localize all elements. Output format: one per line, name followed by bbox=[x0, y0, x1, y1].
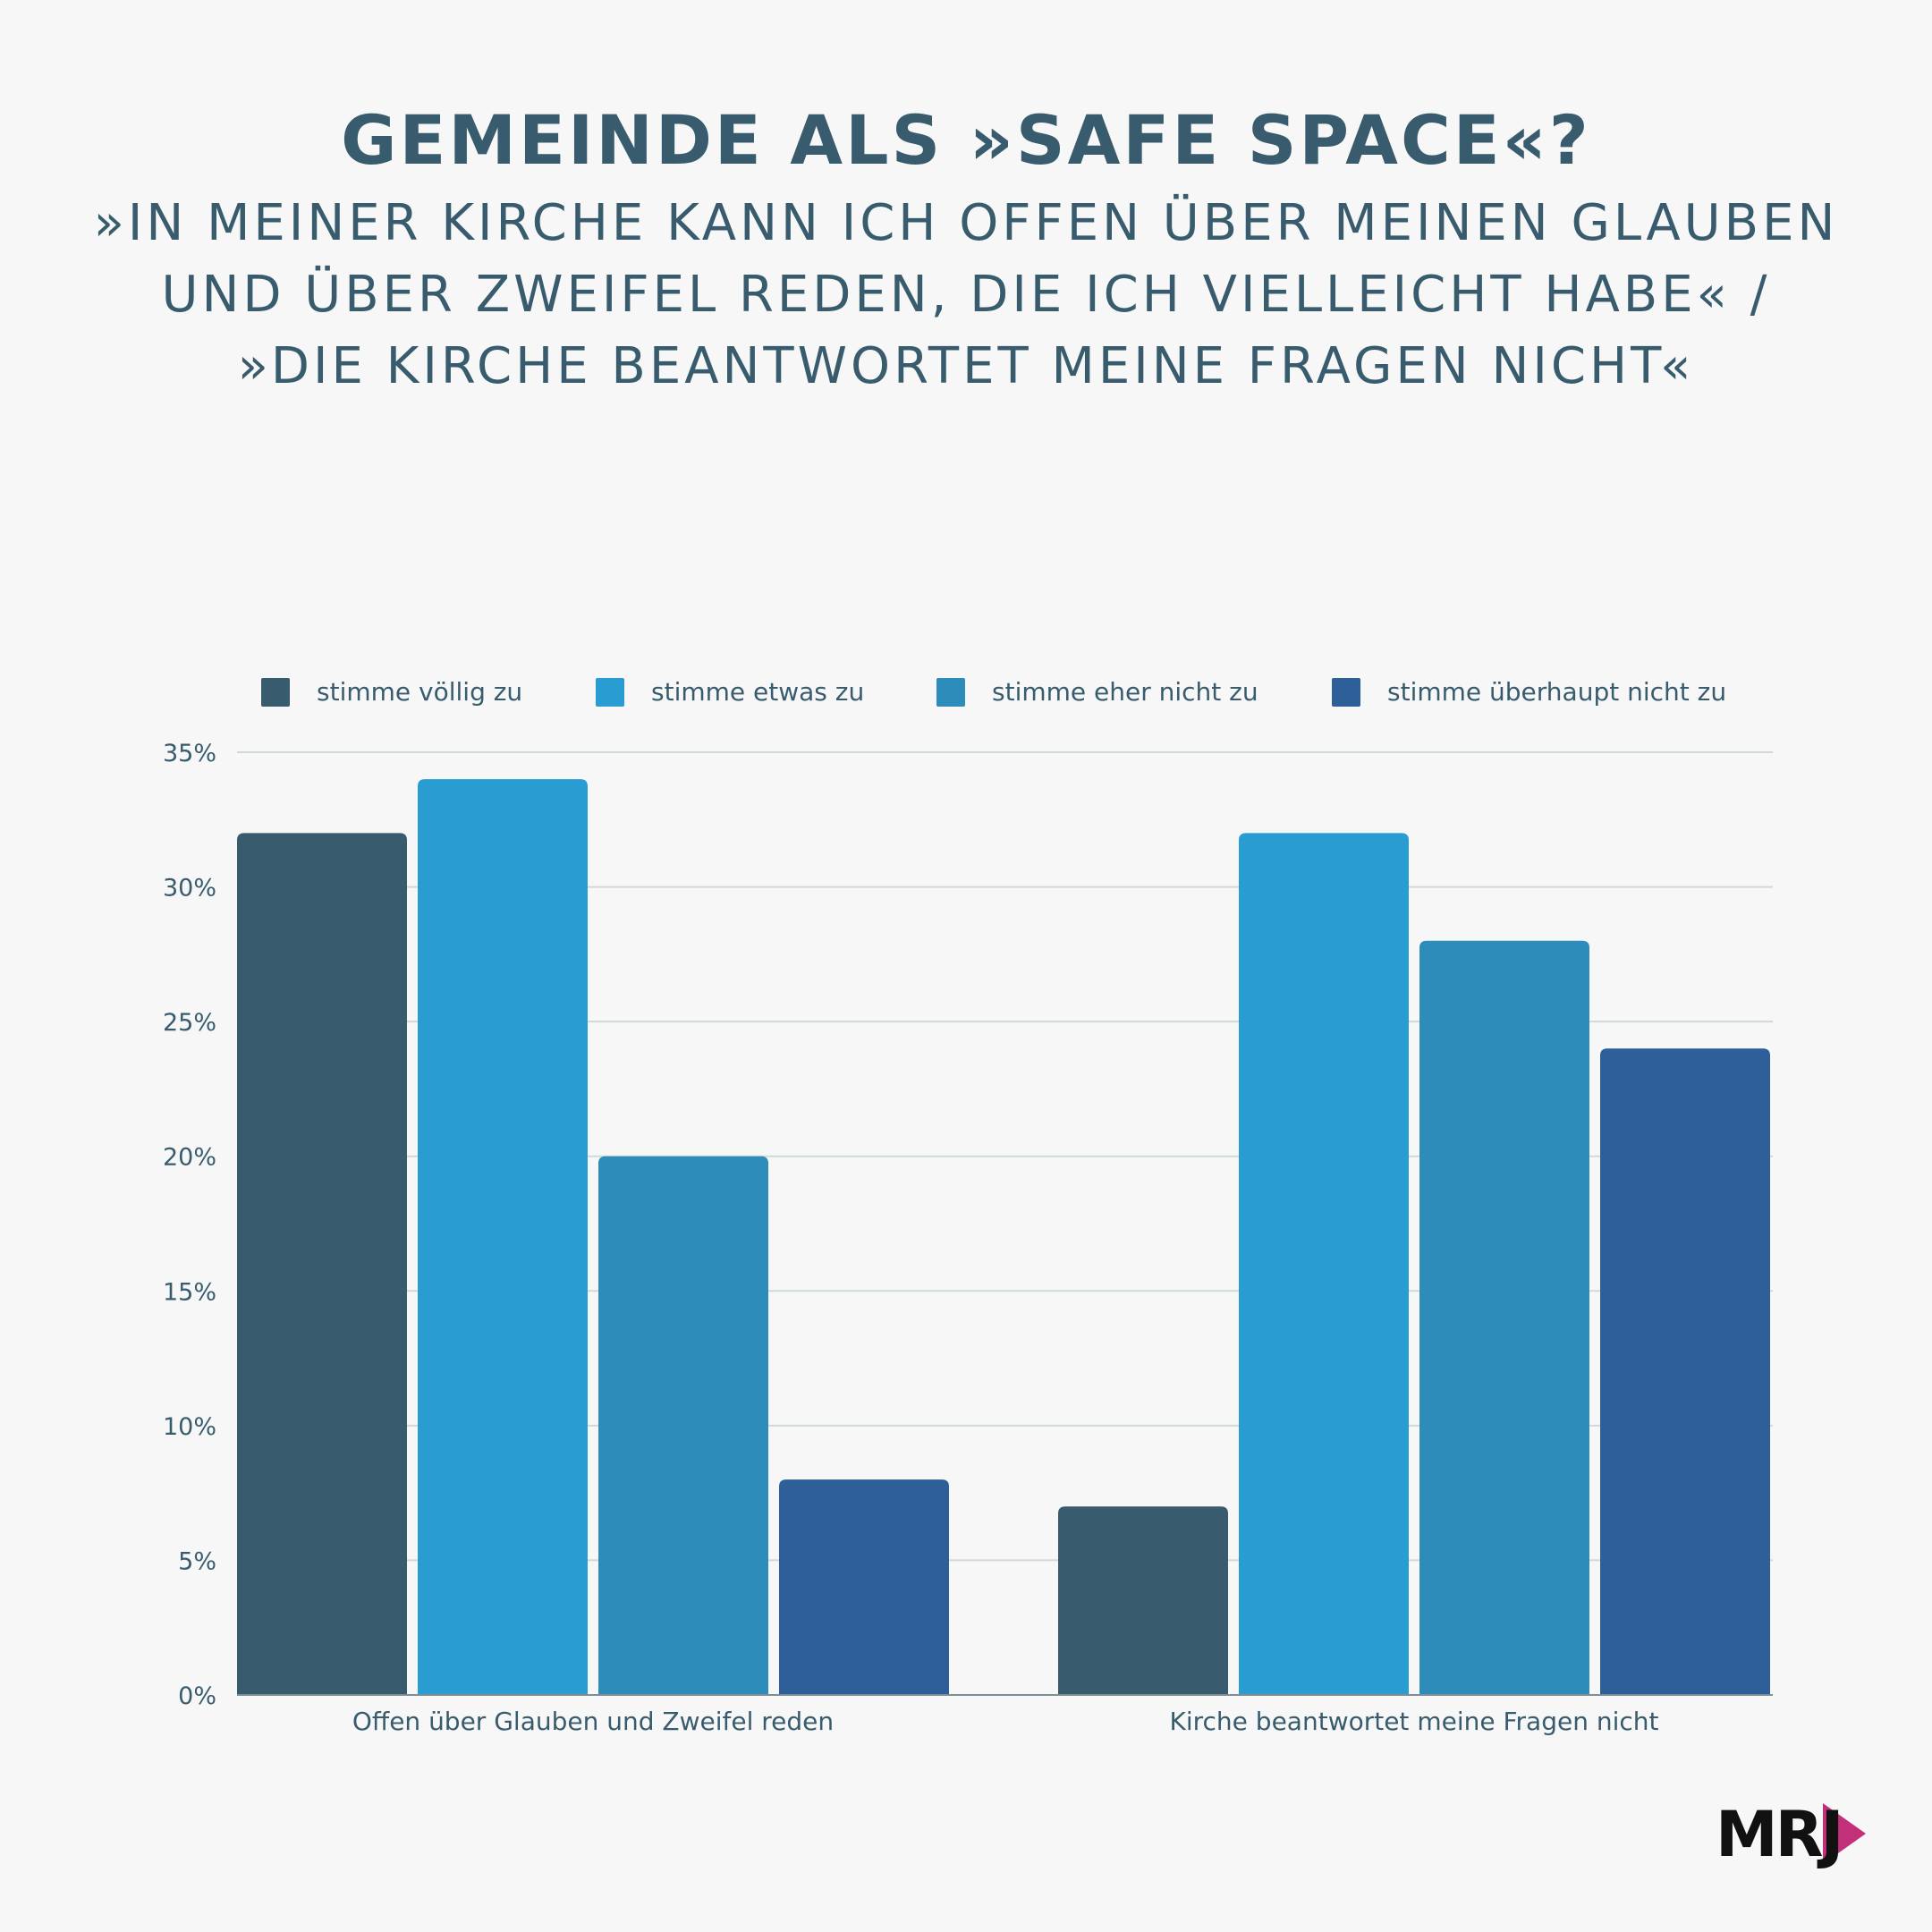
legend-label: stimme völlig zu bbox=[317, 677, 522, 707]
y-tick-label: 5% bbox=[178, 1547, 216, 1575]
logo-play-icon bbox=[1823, 1803, 1866, 1864]
legend-swatch bbox=[261, 678, 290, 707]
x-category-label: Offen über Glauben und Zweifel reden bbox=[352, 1707, 834, 1736]
chart-title: GEMEINDE ALS »SAFE SPACE«? bbox=[341, 100, 1591, 180]
y-tick-label: 10% bbox=[163, 1413, 216, 1441]
legend-label: stimme etwas zu bbox=[651, 677, 864, 707]
bar bbox=[418, 779, 588, 1695]
bar bbox=[1419, 940, 1589, 1695]
legend-swatch bbox=[596, 678, 624, 707]
mrj-logo: MRJ bbox=[1716, 1798, 1868, 1871]
legend-swatch bbox=[936, 678, 965, 707]
bar bbox=[779, 1479, 949, 1695]
bar bbox=[1600, 1048, 1770, 1695]
x-category-label: Kirche beantwortet meine Fragen nicht bbox=[1170, 1707, 1659, 1736]
chart-subtitle: »IN MEINER KIRCHE KANN ICH OFFEN ÜBER ME… bbox=[93, 194, 1839, 395]
bar bbox=[1239, 833, 1409, 1695]
y-tick-label: 15% bbox=[163, 1278, 216, 1306]
y-tick-label: 20% bbox=[163, 1144, 216, 1172]
legend-label: stimme eher nicht zu bbox=[992, 677, 1258, 707]
logo-text: MRJ bbox=[1716, 1798, 1844, 1871]
legend-swatch bbox=[1332, 678, 1360, 707]
y-tick-label: 0% bbox=[178, 1682, 216, 1710]
bar bbox=[237, 833, 407, 1695]
bar bbox=[598, 1156, 768, 1695]
y-tick-label: 25% bbox=[163, 1009, 216, 1037]
bar bbox=[1058, 1506, 1228, 1695]
y-tick-label: 30% bbox=[163, 875, 216, 902]
legend-label: stimme überhaupt nicht zu bbox=[1387, 677, 1726, 707]
y-tick-label: 35% bbox=[163, 740, 216, 767]
